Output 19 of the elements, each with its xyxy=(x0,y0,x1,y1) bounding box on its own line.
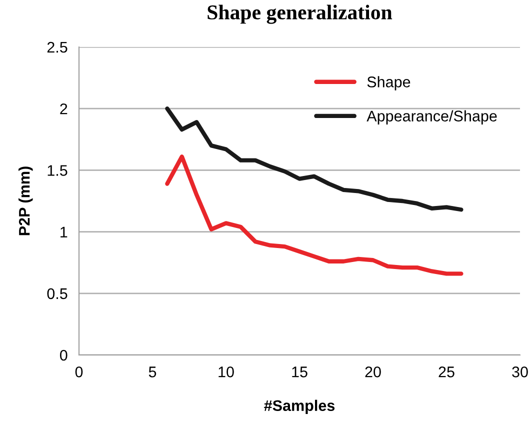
y-axis-title: P2P (mm) xyxy=(18,166,33,236)
x-tick-label: 10 xyxy=(218,366,234,378)
y-tick-label: 0.5 xyxy=(47,288,68,300)
x-axis-title: #Samples xyxy=(264,400,335,414)
legend-label: Appearance/Shape xyxy=(366,110,497,124)
y-tick-label: 2.5 xyxy=(47,42,68,53)
chart-title: Shape generalization xyxy=(208,4,392,24)
y-tick-label: 2 xyxy=(60,103,68,114)
x-tick-label: 15 xyxy=(292,366,308,378)
y-tick-label: 1 xyxy=(60,226,68,238)
y-tick-label: 1.5 xyxy=(48,165,68,176)
x-tick-label: 30 xyxy=(512,366,528,378)
x-tick-label: 20 xyxy=(365,366,381,378)
x-tick-label: 0 xyxy=(75,366,83,378)
x-tick-label: 25 xyxy=(438,366,454,378)
legend-label: Shape xyxy=(367,76,410,90)
y-tick-label: 0 xyxy=(60,350,68,361)
line-series xyxy=(165,154,464,276)
x-tick-label: 5 xyxy=(148,366,156,378)
